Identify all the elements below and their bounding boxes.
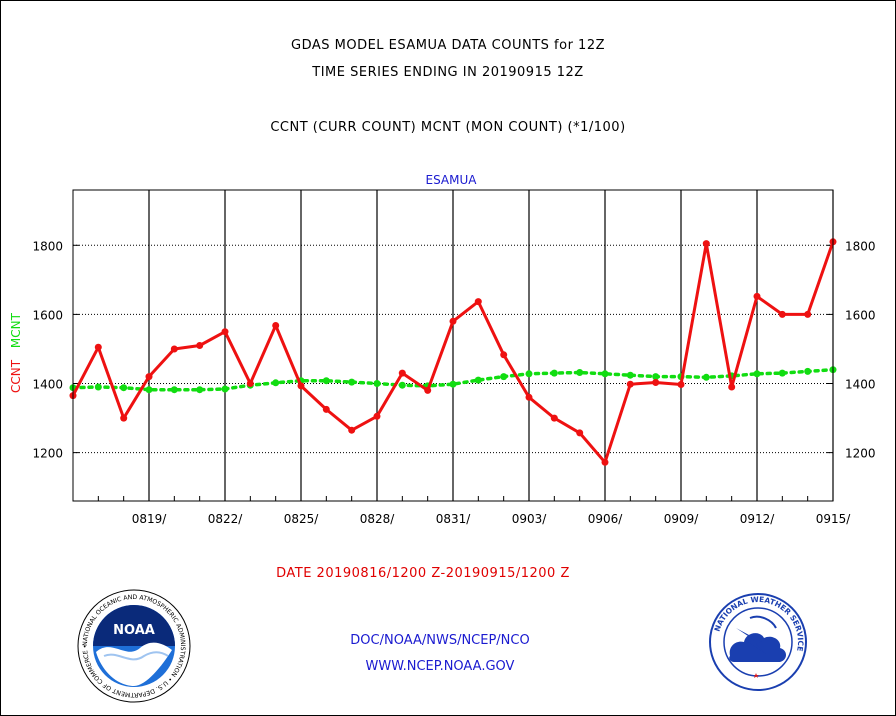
x-tick-label: 0915/: [816, 512, 852, 526]
series-layer: [69, 238, 837, 466]
credit-url-line: WWW.NCEP.NOAA.GOV: [365, 659, 515, 674]
data-point-ccnt: [322, 405, 330, 413]
y-tick-label-right: 1200: [845, 447, 876, 461]
nws-logo: NATIONAL WEATHER SERVICE: [709, 593, 807, 691]
data-point-mcnt: [322, 377, 330, 385]
data-point-mcnt: [196, 386, 204, 394]
data-point-mcnt: [500, 373, 508, 381]
x-tick-label: 0912/: [740, 512, 776, 526]
y-tick-label-right: 1400: [845, 378, 876, 392]
data-point-ccnt: [170, 345, 178, 353]
grid-lines: [72, 190, 834, 501]
y-tick-label-right: 1600: [845, 308, 876, 322]
y-tick-label-left: 1600: [32, 308, 63, 322]
data-point-mcnt: [145, 386, 153, 394]
data-point-ccnt: [702, 240, 710, 248]
data-point-ccnt: [804, 310, 812, 318]
data-point-ccnt: [500, 351, 508, 359]
data-point-ccnt: [601, 458, 609, 466]
y-axis-ticks: 1200 1200 1400 1400 1600 1600 1800 1800: [32, 239, 875, 460]
plot-area-border: [72, 189, 834, 502]
x-tick-label: 0831/: [436, 512, 472, 526]
x-tick-label: 0903/: [512, 512, 548, 526]
data-point-mcnt: [398, 381, 406, 389]
data-point-ccnt: [272, 322, 280, 329]
noaa-logo-text: NOAA: [113, 623, 155, 638]
data-point-ccnt: [120, 414, 128, 422]
x-tick-label: 0822/: [208, 512, 244, 526]
y-tick-label-left: 1200: [32, 447, 63, 461]
data-point-mcnt: [449, 380, 457, 388]
data-point-mcnt: [474, 376, 482, 384]
x-axis-ticks: 0819/0822/0825/0828/0831/0903/0906/0909/…: [132, 512, 852, 526]
chart-title-line1: GDAS MODEL ESAMUA DATA COUNTS for 12Z: [291, 38, 605, 53]
data-point-ccnt: [94, 343, 102, 351]
x-tick-label: 0906/: [588, 512, 624, 526]
data-point-ccnt: [652, 379, 660, 386]
data-point-ccnt: [373, 412, 381, 420]
x-tick-label: 0819/: [132, 512, 168, 526]
data-point-ccnt: [449, 317, 457, 325]
data-point-mcnt: [94, 383, 102, 391]
x-tick-label: 0825/: [284, 512, 320, 526]
y-axis-label-mcnt: MCNT: [9, 312, 23, 348]
data-point-mcnt: [550, 369, 558, 377]
y-tick-label-left: 1400: [32, 378, 63, 392]
data-point-ccnt: [246, 380, 254, 387]
x-tick-label: 0828/: [360, 512, 396, 526]
data-point-mcnt: [626, 371, 634, 379]
data-point-ccnt: [576, 429, 584, 437]
data-point-mcnt: [525, 370, 533, 378]
chart-title-line3: CCNT (CURR COUNT) MCNT (MON COUNT) (*1/1…: [270, 120, 626, 135]
noaa-logo: NOAA NATIONAL OCEANIC AND ATMOSPHERIC AD…: [77, 589, 191, 703]
y-tick-label-right: 1800: [845, 239, 876, 253]
data-point-ccnt: [728, 383, 736, 391]
y-axis-label: CCNT MCNT: [9, 312, 23, 393]
y-axis-label-ccnt: CCNT: [9, 359, 23, 393]
data-point-ccnt: [398, 369, 406, 377]
data-point-ccnt: [525, 393, 533, 401]
data-point-ccnt: [474, 298, 482, 306]
data-point-ccnt: [753, 292, 761, 300]
chart-title-line2: TIME SERIES ENDING IN 20190915 12Z: [312, 65, 584, 80]
data-point-ccnt: [196, 342, 204, 349]
data-point-mcnt: [576, 369, 584, 376]
date-range-label: DATE 20190816/1200 Z-20190915/1200 Z: [276, 566, 570, 581]
data-point-ccnt: [145, 373, 153, 381]
data-point-mcnt: [221, 385, 229, 393]
data-point-mcnt: [702, 373, 710, 381]
credit-org-line: DOC/NOAA/NWS/NCEP/NCO: [350, 633, 530, 648]
data-point-mcnt: [778, 369, 786, 377]
data-point-ccnt: [677, 381, 685, 388]
data-point-mcnt: [753, 370, 761, 378]
y-tick-label-left: 1800: [32, 239, 63, 253]
data-point-mcnt: [120, 384, 128, 392]
data-point-mcnt: [170, 386, 178, 394]
data-point-mcnt: [373, 380, 381, 387]
data-point-mcnt: [652, 373, 660, 381]
data-point-mcnt: [601, 370, 609, 378]
data-point-ccnt: [297, 382, 305, 390]
data-point-ccnt: [221, 328, 229, 336]
data-point-mcnt: [348, 378, 356, 386]
data-point-ccnt: [348, 426, 356, 434]
data-point-ccnt: [550, 414, 558, 422]
x-tick-label: 0909/: [664, 512, 700, 526]
data-point-ccnt: [778, 310, 786, 318]
data-point-ccnt: [424, 386, 432, 394]
plot-title: ESAMUA: [426, 173, 478, 187]
data-point-ccnt: [626, 380, 634, 388]
data-point-mcnt: [272, 379, 280, 387]
data-point-mcnt: [804, 367, 812, 375]
